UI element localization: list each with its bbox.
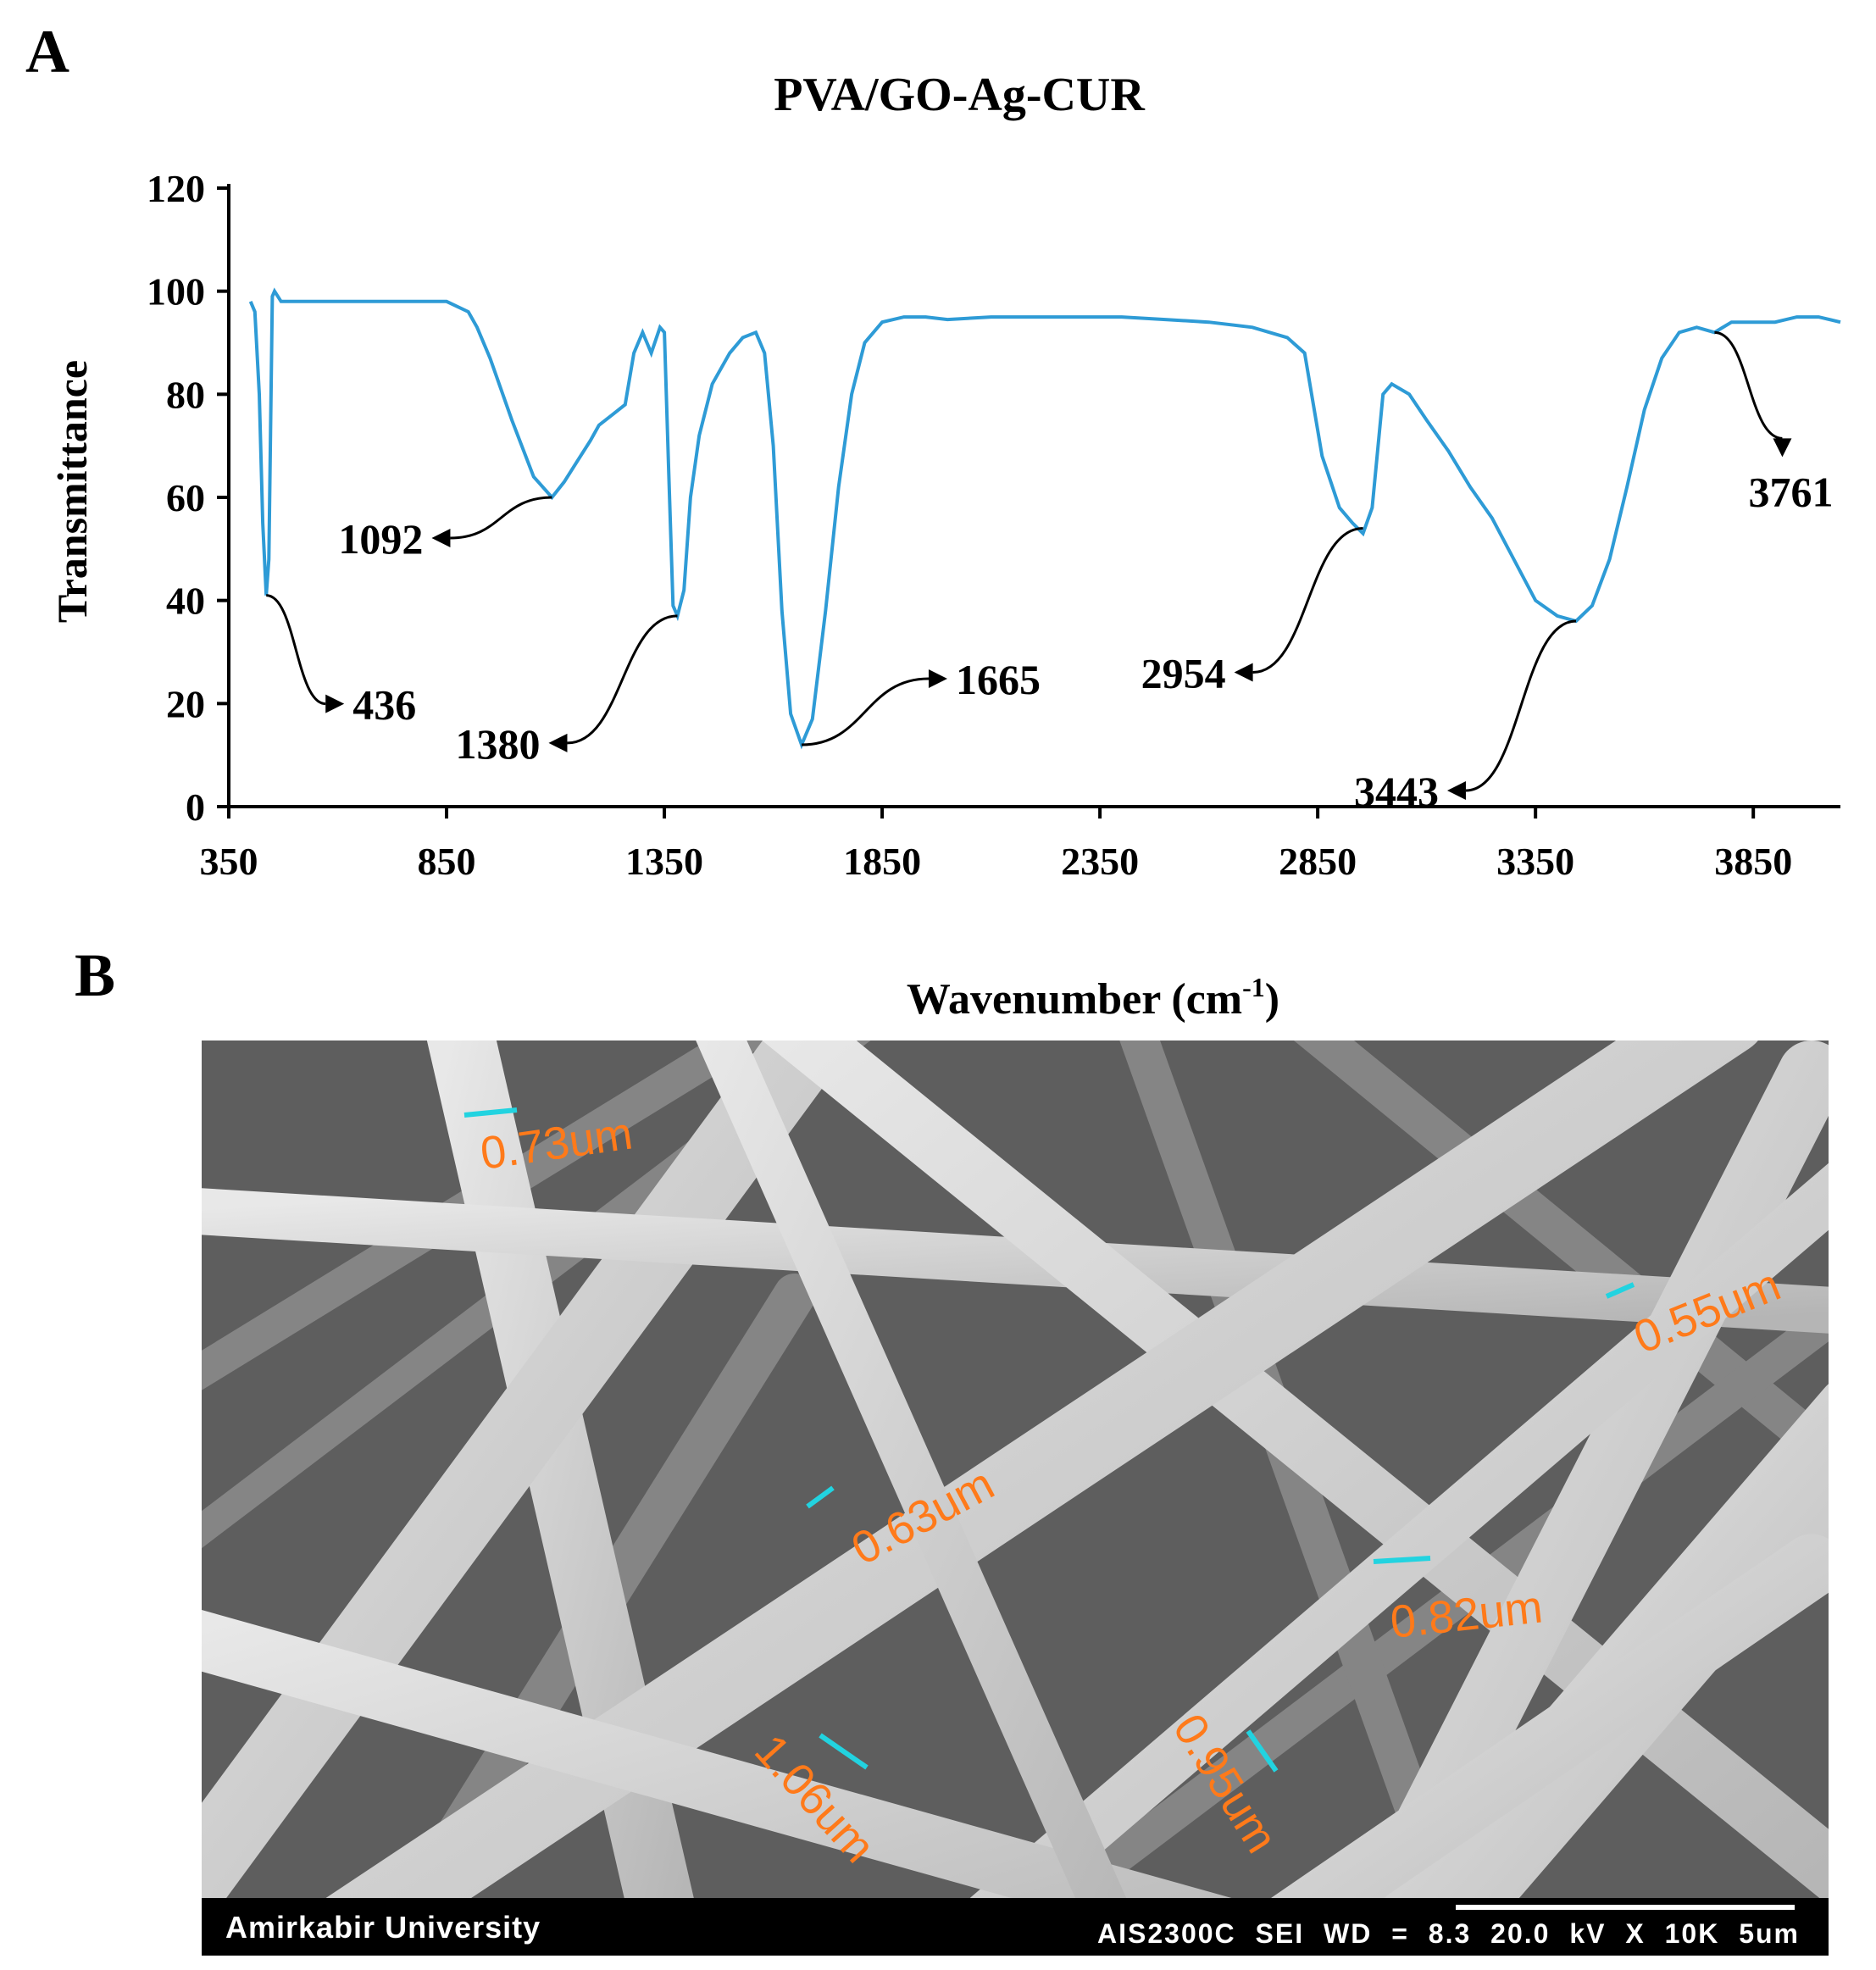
x-tick-label-6: 3350 [1496, 840, 1574, 883]
annotation-arrowhead-1 [431, 529, 451, 547]
ftir-chart: PVA/GO-Ag-CUR Transmittance Wavenumber (… [48, 69, 1841, 1024]
annotation-arrow-3 [801, 677, 929, 746]
y-axis-label: Transmittance [48, 360, 96, 623]
sem-fibers: 0.73um 0.55um 0.63um 0.82um 1.06um 0.95u… [202, 1040, 1829, 1956]
panel-label-b: B [75, 941, 116, 1009]
panel-label-a: A [25, 18, 69, 86]
y-tick-label-3: 60 [166, 476, 205, 519]
chart-title: PVA/GO-Ag-CUR [774, 69, 1145, 121]
x-tick-label-5: 2850 [1279, 840, 1357, 883]
annotation-label-1: 1092 [338, 515, 423, 563]
x-tick-label-3: 1850 [843, 840, 921, 883]
x-tick-label-0: 350 [200, 840, 258, 883]
annotation-arrowhead-4 [1234, 663, 1253, 682]
scale-bar [1456, 1905, 1795, 1910]
annotation-arrow-6 [1714, 330, 1783, 440]
annotation-arrowhead-3 [928, 669, 947, 688]
sem-footer-left: Amirkabir University [225, 1910, 541, 1945]
y-tick-label-5: 100 [147, 270, 205, 314]
y-tick-label-1: 20 [166, 682, 205, 725]
annotation-label-2: 1380 [455, 720, 540, 768]
annotation-arrowhead-2 [548, 733, 568, 752]
x-axis-label-main: Wavenumber (cm [907, 975, 1242, 1024]
sem-image: 0.73um 0.55um 0.63um 0.82um 1.06um 0.95u… [202, 1040, 1829, 1956]
y-tick-label-4: 80 [166, 373, 205, 416]
y-tick-label-0: 0 [186, 785, 205, 829]
annotation-label-4: 2954 [1141, 650, 1226, 697]
peak-annotations: 436 1092 1380 1665 2954 3443 3761 [265, 330, 1833, 815]
axes [217, 184, 1840, 819]
x-tick-label-1: 850 [418, 840, 476, 883]
series-line [248, 287, 1841, 750]
x-axis-label-end: ) [1265, 975, 1279, 1024]
annotation-label-6: 3761 [1748, 468, 1833, 515]
x-tick-label-7: 3850 [1714, 840, 1792, 883]
annotation-arrow-5 [1465, 619, 1577, 792]
annotation-arrow-2 [567, 614, 678, 745]
x-axis-label-sup: -1 [1242, 972, 1265, 1002]
x-tick-label-2: 1350 [625, 840, 703, 883]
annotation-arrow-4 [1252, 527, 1363, 674]
measurement-markers [463, 1107, 1635, 1773]
y-tick-label-2: 40 [166, 580, 205, 623]
annotation-arrowhead-0 [325, 694, 345, 713]
annotation-arrowhead-5 [1446, 781, 1466, 800]
tick-labels: 0 20 40 60 80 100 120 350 850 1350 1850 2350 2850 335… [147, 167, 1792, 883]
sem-footer-right: AIS2300C SEI WD = 8.3 20.0 kV X 10K 5um [1097, 1918, 1800, 1949]
annotation-label-3: 1665 [956, 656, 1041, 703]
annotation-arrow-0 [265, 594, 326, 706]
annotation-label-0: 436 [352, 681, 416, 729]
x-axis-label: Wavenumber (cm-1) [907, 972, 1279, 1024]
annotation-arrow-1 [450, 496, 552, 540]
annotation-arrowhead-6 [1773, 438, 1792, 458]
annotation-label-5: 3443 [1354, 768, 1439, 815]
y-tick-label-6: 120 [147, 167, 205, 210]
sem-info-bar: Amirkabir University AIS2300C SEI WD = 8… [202, 1898, 1829, 1956]
x-tick-label-4: 2350 [1061, 840, 1139, 883]
